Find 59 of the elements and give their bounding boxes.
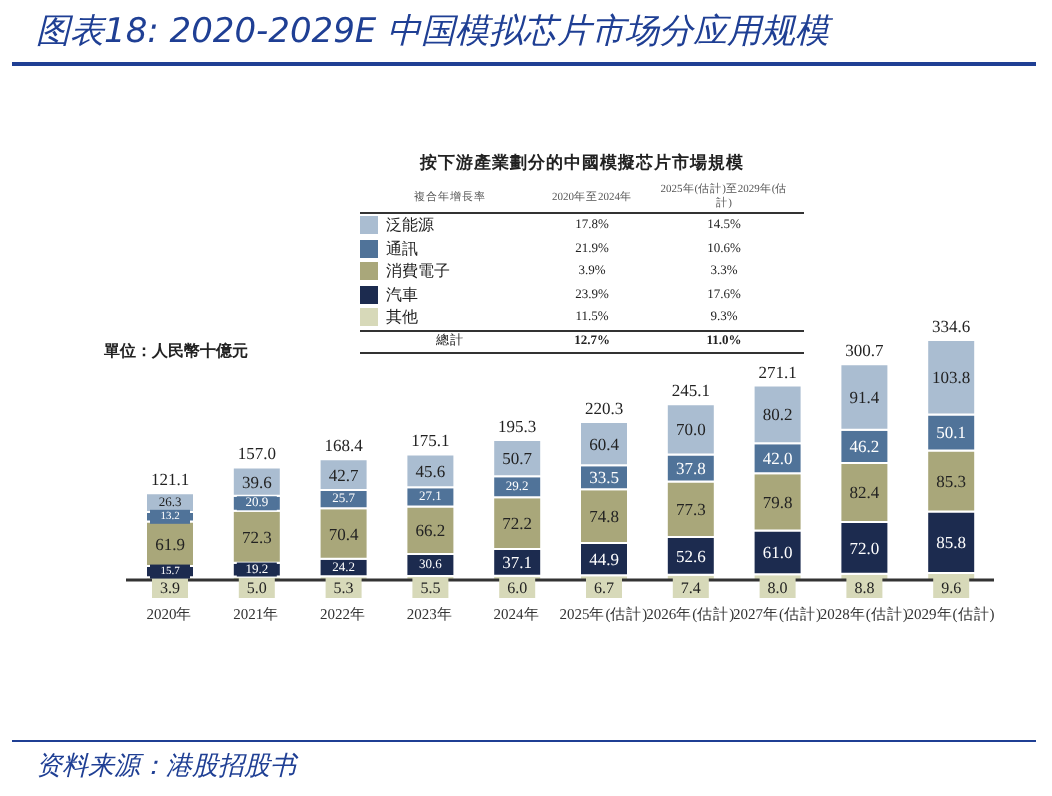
data-label: 42.7 — [328, 464, 359, 485]
chart-title: 图表18: 2020-2029E 中国模拟芯片市场分应用规模 — [36, 10, 830, 54]
legend-label: 消費電子 — [386, 260, 450, 283]
data-label: 3.9 — [160, 579, 180, 597]
data-label: 74.8 — [589, 506, 619, 527]
legend-label: 通訊 — [386, 237, 418, 260]
data-label: 82.4 — [849, 482, 881, 503]
data-label: 70.4 — [328, 523, 360, 544]
total-label: 195.3 — [498, 415, 537, 436]
data-label: 50.1 — [936, 422, 967, 443]
data-label: 52.6 — [675, 545, 706, 566]
data-label: 91.4 — [849, 387, 881, 408]
text: 按下游產業劃分的中國模擬芯片市場規模 — [417, 152, 746, 176]
data-label: 70.0 — [675, 419, 706, 440]
total-label: 300.7 — [845, 340, 884, 361]
data-label: 37.8 — [675, 457, 706, 478]
data-label: 44.9 — [589, 549, 619, 570]
total-label: 121.1 — [150, 469, 190, 490]
legend-label: 其他 — [386, 306, 418, 329]
data-label: 46.2 — [849, 436, 880, 457]
data-label: 5.0 — [246, 579, 267, 597]
data-label: 80.2 — [762, 404, 793, 425]
data-label: 9.6 — [941, 579, 962, 597]
total-label: 175.1 — [411, 430, 450, 451]
data-label: 8.8 — [854, 579, 875, 597]
total-label: 271.1 — [758, 361, 797, 382]
data-label: 79.8 — [762, 491, 793, 512]
legend-label: 泛能源 — [386, 214, 434, 237]
data-label: 39.6 — [241, 471, 272, 492]
data-label: 85.8 — [936, 532, 967, 553]
data-label: 72.0 — [849, 537, 880, 558]
data-label: 45.6 — [415, 460, 446, 481]
data-label: 5.3 — [333, 579, 354, 597]
annotation: 單位：人民幣十億元 — [104, 340, 248, 362]
data-label: 60.4 — [589, 433, 621, 454]
data-label: 7.4 — [680, 579, 701, 597]
legend-label: 汽車 — [386, 283, 418, 306]
data-label: 61.9 — [155, 533, 185, 554]
data-label: 66.2 — [415, 520, 446, 541]
total-label: 245.1 — [671, 380, 710, 401]
total-label: 220.3 — [584, 397, 624, 418]
data-label: 42.0 — [762, 448, 793, 469]
data-label: 8.0 — [767, 579, 788, 597]
data-label: 72.2 — [502, 513, 533, 534]
data-label: 37.1 — [502, 552, 533, 573]
data-label: 50.7 — [502, 448, 533, 469]
data-label: 6.0 — [507, 579, 528, 597]
data-label: 5.5 — [420, 579, 441, 597]
total-label: 334.6 — [932, 316, 971, 336]
data-label: 72.3 — [241, 526, 272, 547]
data-label: 61.0 — [762, 542, 793, 563]
data-label: 85.3 — [936, 470, 967, 491]
data-label: 6.7 — [594, 579, 614, 597]
text: 资料来源：港股招股书 — [36, 750, 296, 784]
data-label: 33.5 — [589, 467, 619, 488]
data-label: 103.8 — [932, 367, 971, 388]
total-label: 168.4 — [324, 435, 365, 456]
total-label: 157.0 — [237, 443, 276, 464]
data-label: 77.3 — [675, 499, 706, 520]
